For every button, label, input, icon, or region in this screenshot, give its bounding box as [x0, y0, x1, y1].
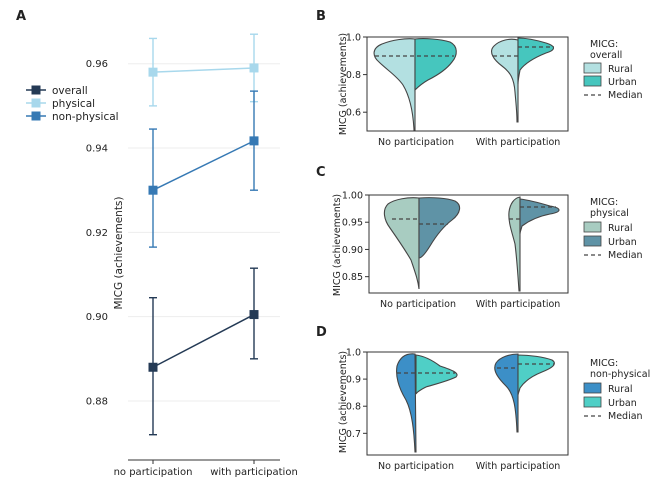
- panel-c-legend-title: MICG:: [590, 197, 618, 208]
- panel-a: A 0.88 0.90 0.92 0.94 0.96 MICG (achievement…: [16, 9, 298, 478]
- panel-b-x-tick-label: No participation: [378, 137, 454, 148]
- y-tick-label: 0.90: [342, 245, 363, 256]
- panel-b-legend-title: overall: [590, 50, 622, 61]
- legend-marker-non-physical: [31, 111, 41, 121]
- legend-label-overall: overall: [52, 85, 88, 97]
- series-line-non_physical: [152, 140, 255, 191]
- panel-b: B MICG (achievements) 0.6 0.8 1.0 No parti…: [316, 9, 643, 148]
- panel-b-legend-label-median: Median: [608, 90, 643, 101]
- panel-b-label: B: [316, 9, 326, 24]
- panel-d-x-tick-label: No participation: [378, 461, 454, 472]
- panel-d-legend-title: non-physical: [590, 369, 650, 380]
- panel-a-label: A: [16, 9, 26, 24]
- data-point-non_physical: [249, 136, 259, 146]
- panel-b-legend-label-urban: Urban: [608, 77, 637, 88]
- panel-b-violin-rural-with-participation: [491, 38, 519, 123]
- data-point-overall: [249, 310, 259, 320]
- legend-label-physical: physical: [52, 98, 95, 110]
- panel-c-legend-label-median: Median: [608, 250, 643, 261]
- panel-a-y-tick-label: 0.96: [86, 59, 108, 70]
- y-tick-label: 1.0: [346, 348, 361, 359]
- panel-a-y-tick-label: 0.94: [86, 144, 108, 155]
- y-tick-label: 0.85: [342, 272, 363, 283]
- panel-b-plot-frame: [366, 36, 569, 132]
- panel-d-y-axis-label: MICG (achievements): [338, 351, 349, 453]
- panel-c-legend-swatch-rural: [583, 221, 602, 233]
- legend-marker-physical: [31, 98, 41, 108]
- panel-b-violin-rural-no-participation: [373, 38, 416, 131]
- panel-d-label: D: [316, 325, 327, 340]
- panel-d-plot-frame: [366, 351, 569, 456]
- panel-a-y-axis-label: MICG (achievements): [113, 197, 125, 310]
- panel-a-grid: [128, 63, 280, 402]
- panel-c-violin-urban-no-participation: [418, 197, 461, 259]
- panel-d-violin-urban-no-participation: [415, 354, 458, 395]
- panel-c-legend-swatch-urban: [583, 235, 602, 247]
- series-line-overall: [152, 313, 255, 368]
- panel-d-legend: MICG: non-physical Rural Urban Median: [583, 358, 650, 422]
- legend-marker-overall: [31, 85, 41, 95]
- data-point-overall: [148, 362, 158, 372]
- panel-d-legend-swatch-urban: [583, 396, 602, 408]
- panel-d-y-ticks: 0.7 0.8 0.9 1.0: [346, 348, 367, 440]
- panel-b-legend-swatch-urban: [583, 75, 602, 87]
- panel-c-plot-frame: [368, 194, 569, 294]
- panel-c-violin-rural-with-participation: [508, 196, 521, 292]
- panel-a-y-tick-label: 0.92: [86, 228, 108, 239]
- panel-c-legend-label-rural: Rural: [608, 223, 633, 234]
- panel-a-legend: overall physical non-physical: [26, 85, 119, 123]
- y-tick-label: 0.95: [342, 218, 363, 229]
- panel-c-label: C: [316, 165, 326, 180]
- panel-b-legend-label-rural: Rural: [608, 64, 633, 75]
- panel-c: C MICG (achievements) 0.85 0.90 0.95 1.00 N…: [316, 165, 643, 310]
- panel-c-x-tick-label: With participation: [476, 299, 561, 310]
- panel-d-legend-swatch-rural: [583, 382, 602, 394]
- y-tick-label: 0.8: [346, 402, 361, 413]
- panel-b-violin-urban-no-participation: [414, 38, 457, 92]
- panel-d-legend-label-rural: Rural: [608, 384, 633, 395]
- panel-d-violin-urban-with-participation: [517, 354, 555, 396]
- panel-a-x-tick-label: with participation: [210, 467, 298, 478]
- panel-a-x-tick-label: no participation: [114, 467, 193, 478]
- series-line-physical: [152, 67, 255, 73]
- panel-d-legend-title: MICG:: [590, 358, 618, 369]
- data-point-non_physical: [148, 185, 158, 195]
- panel-c-legend: MICG: physical Rural Urban Median: [583, 197, 643, 261]
- panel-b-legend-swatch-rural: [583, 62, 602, 74]
- panel-d-x-tick-label: With participation: [476, 461, 561, 472]
- y-tick-label: 1.00: [342, 191, 363, 202]
- panel-b-legend-title: MICG:: [590, 39, 618, 50]
- panel-c-violin-urban-with-participation: [519, 198, 560, 235]
- panel-c-y-ticks: 0.85 0.90 0.95 1.00: [342, 191, 369, 283]
- panel-b-legend: MICG: overall Rural Urban Median: [583, 39, 643, 101]
- legend-label-non-physical: non-physical: [52, 111, 119, 123]
- panel-d-violin-rural-no-participation: [396, 353, 417, 453]
- panel-d: D MICG (achievements) 0.7 0.8 0.9 1.0 No pa…: [316, 325, 650, 472]
- panel-c-x-tick-label: No participation: [380, 299, 456, 310]
- panel-a-y-ticks: 0.88 0.90 0.92 0.94 0.96: [86, 59, 108, 407]
- panel-c-violin-rural-no-participation: [383, 197, 420, 290]
- panel-c-legend-title: physical: [590, 208, 629, 219]
- y-tick-label: 1.0: [346, 33, 361, 44]
- panel-c-legend-label-urban: Urban: [608, 237, 637, 248]
- panel-a-y-tick-label: 0.88: [86, 396, 108, 407]
- panel-a-series: [148, 33, 259, 436]
- y-tick-label: 0.8: [346, 70, 361, 81]
- panel-d-violin-rural-with-participation: [494, 353, 519, 433]
- panel-b-x-tick-label: With participation: [476, 137, 561, 148]
- data-point-physical: [249, 63, 259, 73]
- panel-d-legend-label-urban: Urban: [608, 398, 637, 409]
- panel-d-legend-label-median: Median: [608, 411, 643, 422]
- y-tick-label: 0.7: [346, 429, 361, 440]
- panel-a-y-tick-label: 0.90: [86, 312, 108, 323]
- y-tick-label: 0.9: [346, 375, 361, 386]
- y-tick-label: 0.6: [346, 108, 361, 119]
- panel-c-y-axis-label: MICG (achievements): [332, 194, 343, 296]
- data-point-physical: [148, 67, 158, 77]
- panel-b-violin-urban-with-participation: [517, 37, 555, 85]
- panel-b-y-axis-label: MICG (achievements): [338, 33, 349, 135]
- panel-b-y-ticks: 0.6 0.8 1.0: [346, 33, 367, 119]
